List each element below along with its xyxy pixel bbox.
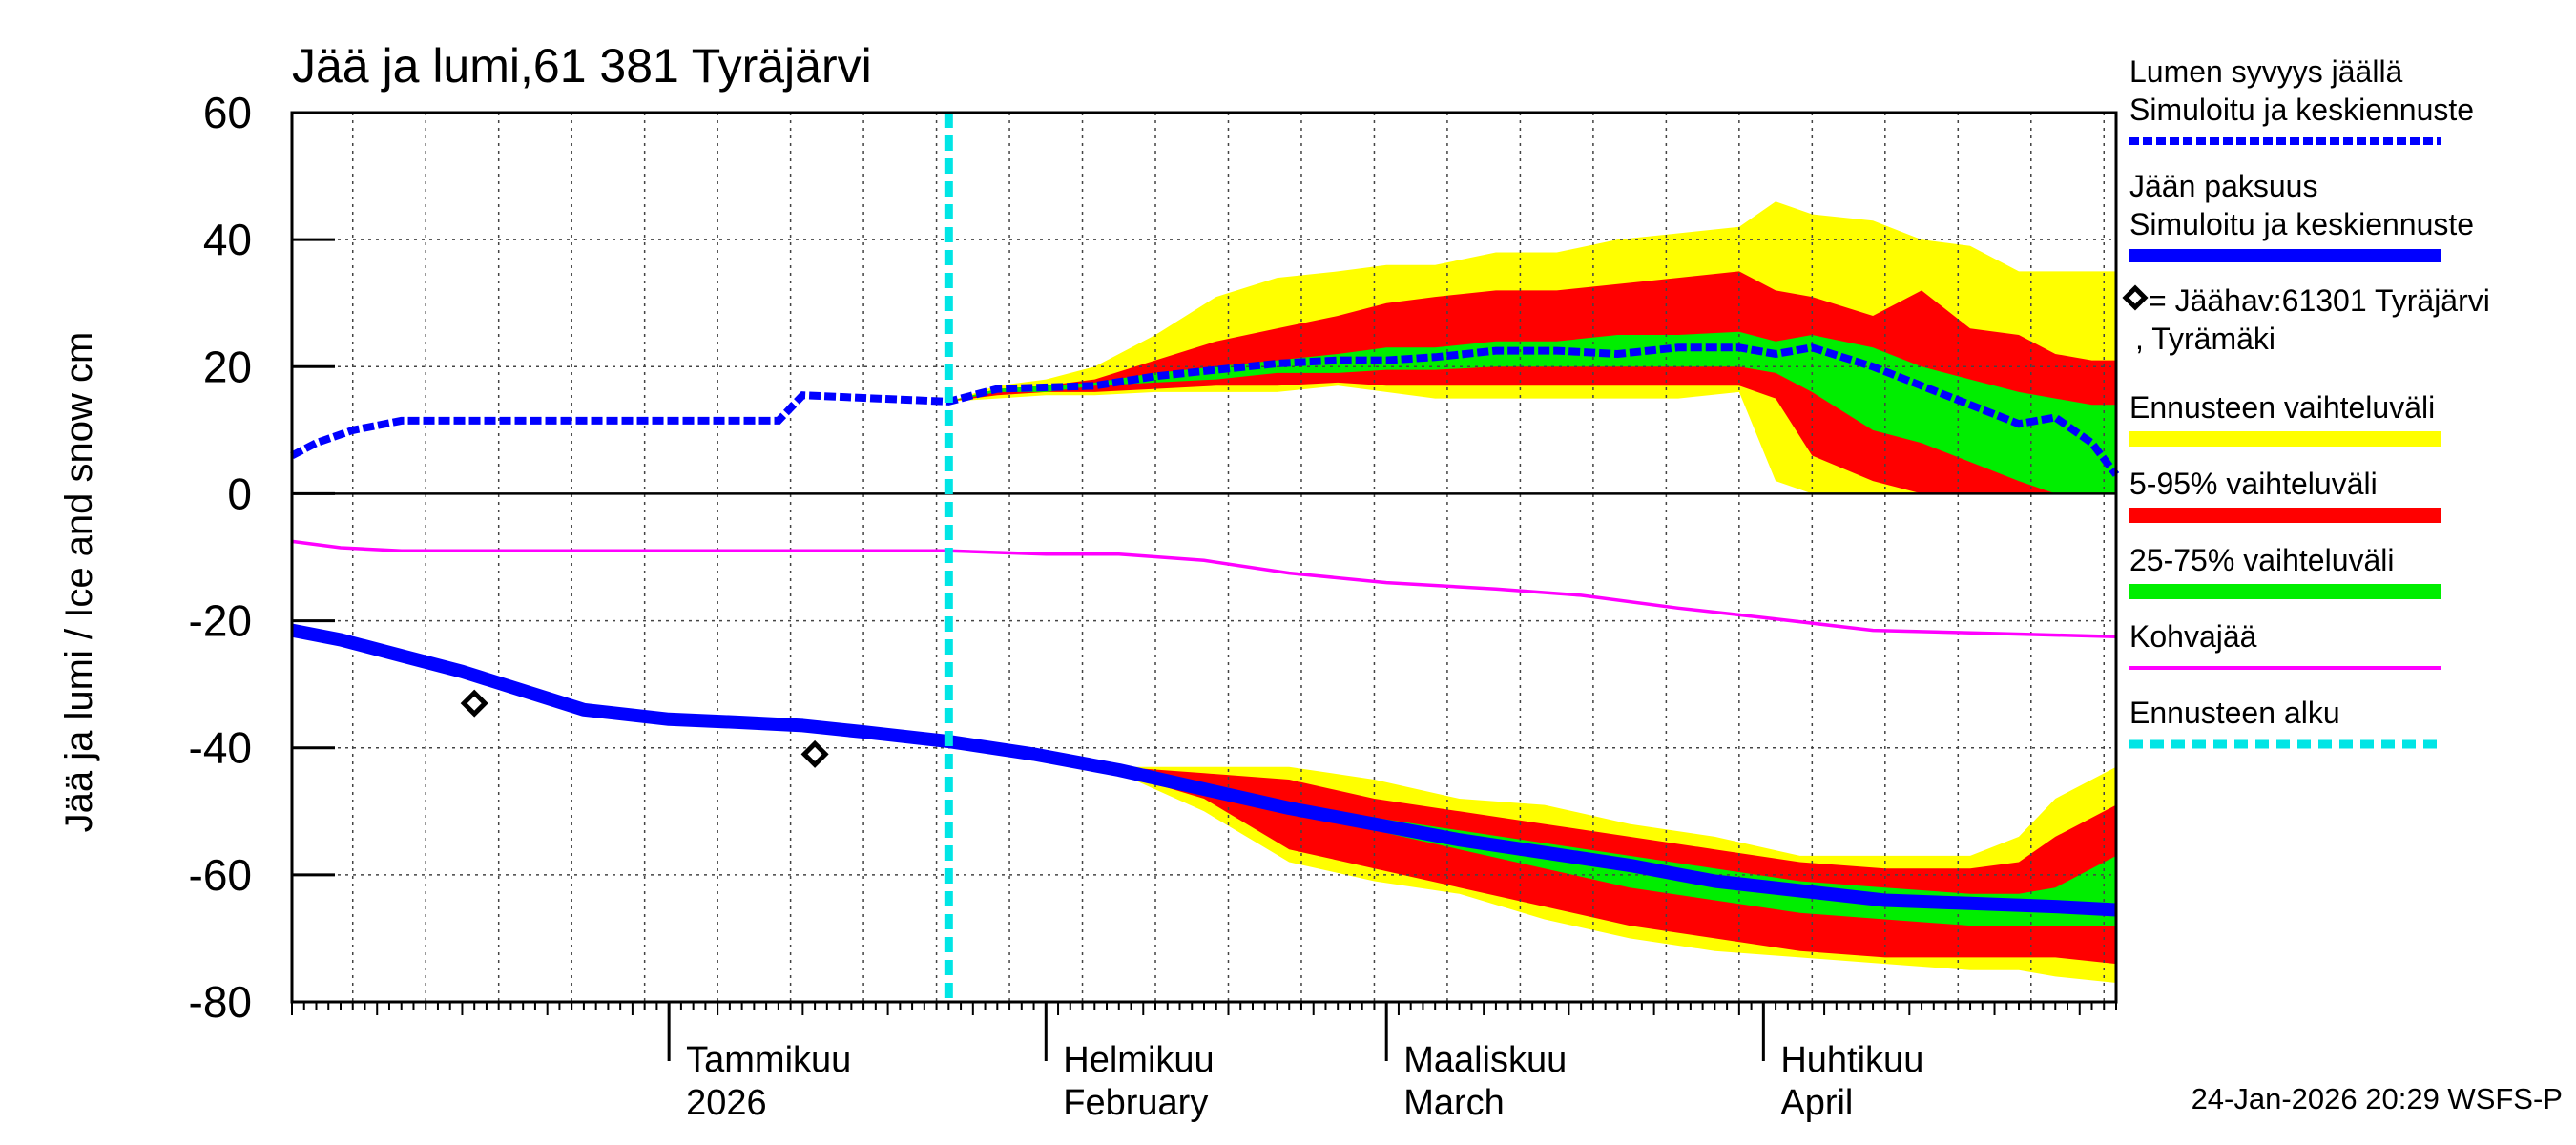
y-tick-label: -20 xyxy=(189,596,252,646)
legend-label: Ennusteen alku xyxy=(2129,696,2340,730)
y-tick-label: -60 xyxy=(189,850,252,900)
legend-item: Jään paksuus Simuloitu ja keskiennuste xyxy=(2129,169,2474,262)
legend-label: 25-75% vaihteluväli xyxy=(2129,543,2395,577)
legend-label: Kohvajää xyxy=(2129,619,2257,654)
observation-marker xyxy=(460,689,488,718)
legend: Lumen syvyys jäällä Simuloitu ja keskienn… xyxy=(2122,54,2490,749)
ice-thickness-line xyxy=(290,623,2117,917)
legend-label: Simuloitu ja keskiennuste xyxy=(2129,207,2474,241)
legend-diamond-marker xyxy=(2122,284,2149,311)
series-lines xyxy=(290,113,2120,1002)
x-month-label-en: April xyxy=(1780,1083,1853,1123)
timestamp: 24-Jan-2026 20:29 WSFS-P xyxy=(2192,1082,2563,1115)
snow-band-25-75 xyxy=(948,331,2116,494)
legend-label: , Tyrämäki xyxy=(2135,322,2275,356)
legend-label: Ennusteen vaihteluväli xyxy=(2129,390,2435,425)
observation-marker xyxy=(800,739,829,768)
x-month-label-en: March xyxy=(1403,1083,1505,1123)
legend-item: Lumen syvyys jäällä Simuloitu ja keskienn… xyxy=(2129,54,2474,145)
legend-label: Simuloitu ja keskiennuste xyxy=(2129,93,2474,127)
legend-label: Jään paksuus xyxy=(2129,169,2317,203)
x-month-label-fi: Tammikuu xyxy=(686,1040,851,1080)
kohvajaa-line xyxy=(291,539,2117,638)
snow-band-5-95 xyxy=(948,271,2116,494)
x-month-label-fi: Maaliskuu xyxy=(1403,1040,1567,1080)
y-tick-label: 0 xyxy=(227,468,252,518)
legend-item: Ennusteen vaihteluväli xyxy=(2129,390,2441,447)
legend-label: = Jäähav:61301 Tyräjärvi xyxy=(2149,283,2490,318)
legend-item: Kohvajää xyxy=(2129,619,2441,670)
y-tick-label: 60 xyxy=(203,88,252,137)
legend-label: 5-95% vaihteluväli xyxy=(2129,467,2378,501)
y-tick-label: -80 xyxy=(189,977,252,1027)
y-axis-label: Jää ja lumi / Ice and snow cm xyxy=(58,332,100,833)
grid xyxy=(292,113,2116,1002)
y-tick-label: 20 xyxy=(203,342,252,391)
legend-item: 25-75% vaihteluväli xyxy=(2129,543,2441,599)
legend-label: Lumen syvyys jäällä xyxy=(2129,54,2403,89)
y-tick-label: -40 xyxy=(189,723,252,773)
legend-item: = Jäähav:61301 Tyräjärvi , Tyrämäki xyxy=(2122,283,2490,356)
x-month-label-en: 2026 xyxy=(686,1083,767,1123)
x-month-label-fi: Helmikuu xyxy=(1063,1040,1214,1080)
legend-item: Ennusteen alku xyxy=(2129,696,2441,749)
x-month-label-fi: Huhtikuu xyxy=(1780,1040,1923,1080)
y-tick-label: 40 xyxy=(203,215,252,264)
chart-title: Jää ja lumi,61 381 Tyräjärvi xyxy=(292,39,872,93)
snow-depth-line xyxy=(290,344,2120,477)
legend-item: 5-95% vaihteluväli xyxy=(2129,467,2441,523)
x-month-label-en: February xyxy=(1063,1083,1208,1123)
